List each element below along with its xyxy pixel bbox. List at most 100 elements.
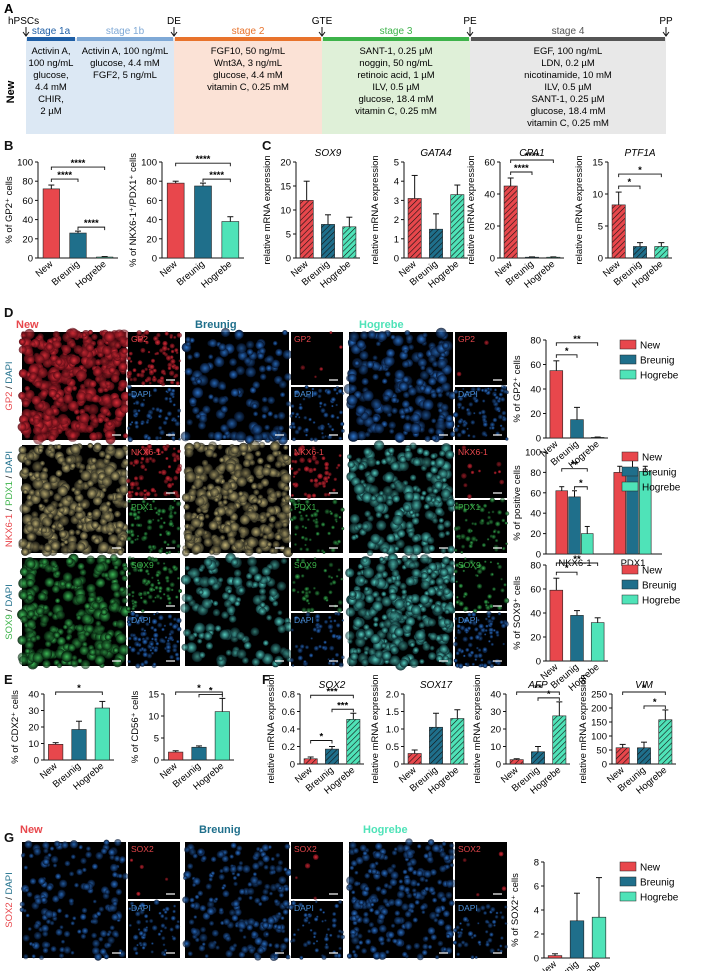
cell-nucleus <box>103 953 110 960</box>
y-tick-label: 0 <box>394 760 399 771</box>
cell-nucleus <box>312 421 316 424</box>
micrograph <box>125 556 182 613</box>
cell-nucleus <box>253 573 263 582</box>
cell-nucleus <box>77 929 82 934</box>
cell-nucleus <box>381 547 388 554</box>
cell-nucleus <box>394 910 401 916</box>
cell-nucleus <box>43 630 55 642</box>
cell-nucleus <box>158 586 163 591</box>
cell-nucleus <box>69 871 75 877</box>
cell-nucleus <box>476 893 480 897</box>
cell-nucleus <box>87 329 93 335</box>
cell-nucleus <box>385 455 392 463</box>
cell-nucleus <box>273 955 279 960</box>
bar <box>654 246 669 259</box>
cell-nucleus <box>24 389 35 400</box>
y-axis-label: relative mRNA expression <box>472 674 483 783</box>
cell-nucleus <box>281 503 293 514</box>
cell-nucleus <box>140 421 144 426</box>
cell-nucleus <box>111 913 119 921</box>
cell-nucleus <box>272 340 278 346</box>
cell-nucleus <box>482 399 486 403</box>
cell-nucleus <box>500 936 504 940</box>
cell-nucleus <box>394 369 405 380</box>
cell-nucleus <box>278 380 287 389</box>
cell-nucleus <box>108 534 119 545</box>
cell-nucleus <box>278 892 284 898</box>
cell-nucleus <box>125 606 131 612</box>
cell-nucleus <box>119 569 126 576</box>
cell-nucleus <box>69 355 79 366</box>
cell-nucleus <box>245 580 254 588</box>
cell-nucleus <box>351 534 357 541</box>
cell-nucleus <box>279 527 290 538</box>
cell-nucleus <box>49 846 55 851</box>
cell-nucleus <box>28 853 34 859</box>
cell-nucleus <box>334 652 340 658</box>
cell-nucleus <box>335 466 339 470</box>
cell-nucleus <box>242 657 249 664</box>
cell-nucleus <box>442 655 449 662</box>
cell-nucleus <box>390 334 396 340</box>
cell-nucleus <box>217 381 227 391</box>
cell-nucleus <box>131 393 137 399</box>
cell-nucleus <box>127 493 133 499</box>
cell-nucleus <box>411 517 420 525</box>
cell-nucleus <box>100 608 108 616</box>
cell-nucleus <box>275 852 281 858</box>
cell-nucleus <box>270 643 282 654</box>
cell-nucleus <box>375 886 382 892</box>
cell-nucleus <box>259 602 266 608</box>
cell-nucleus <box>454 548 458 552</box>
cell-nucleus <box>52 863 58 868</box>
bar <box>591 916 607 959</box>
cell-nucleus <box>412 917 418 923</box>
cell-nucleus <box>466 408 470 412</box>
cell-nucleus <box>231 558 239 566</box>
cell-nucleus <box>51 855 59 864</box>
cell-nucleus <box>365 594 375 604</box>
cell-nucleus <box>130 421 134 424</box>
cell-nucleus <box>306 518 310 522</box>
cell-nucleus <box>404 921 413 930</box>
cell-nucleus <box>201 598 213 609</box>
cell-nucleus <box>349 590 357 598</box>
cell-nucleus <box>375 842 383 851</box>
cell-nucleus <box>115 888 123 896</box>
cell-nucleus <box>105 380 112 387</box>
cell-nucleus <box>140 456 145 461</box>
cell-nucleus <box>380 869 389 877</box>
cell-nucleus <box>104 453 112 460</box>
cell-nucleus <box>432 517 439 524</box>
cell-nucleus <box>293 459 298 464</box>
cell-nucleus <box>154 435 160 441</box>
cell-nucleus <box>321 645 326 650</box>
cell-nucleus <box>173 458 177 463</box>
cell-nucleus <box>214 476 223 484</box>
stage-title: stage 2 <box>232 26 265 37</box>
cell-nucleus <box>119 484 129 495</box>
cell-nucleus <box>127 490 132 495</box>
cell-nucleus <box>444 609 450 615</box>
cell-nucleus <box>74 882 79 888</box>
cell-nucleus <box>128 646 132 649</box>
cell-nucleus <box>256 482 264 490</box>
cell-nucleus <box>128 511 134 517</box>
cell-nucleus <box>504 905 508 909</box>
cell-nucleus <box>61 344 72 355</box>
cell-nucleus <box>131 590 135 595</box>
y-tick-label: 80 <box>146 177 157 188</box>
cell-nucleus <box>389 655 401 666</box>
cell-nucleus <box>300 621 304 624</box>
cell-nucleus <box>137 562 143 568</box>
cell-nucleus <box>168 569 174 575</box>
cell-nucleus <box>242 935 247 939</box>
cell-nucleus <box>214 515 222 523</box>
cell-nucleus <box>118 362 128 371</box>
cell-nucleus <box>41 648 53 660</box>
cell-nucleus <box>414 512 420 518</box>
cell-nucleus <box>382 898 389 904</box>
